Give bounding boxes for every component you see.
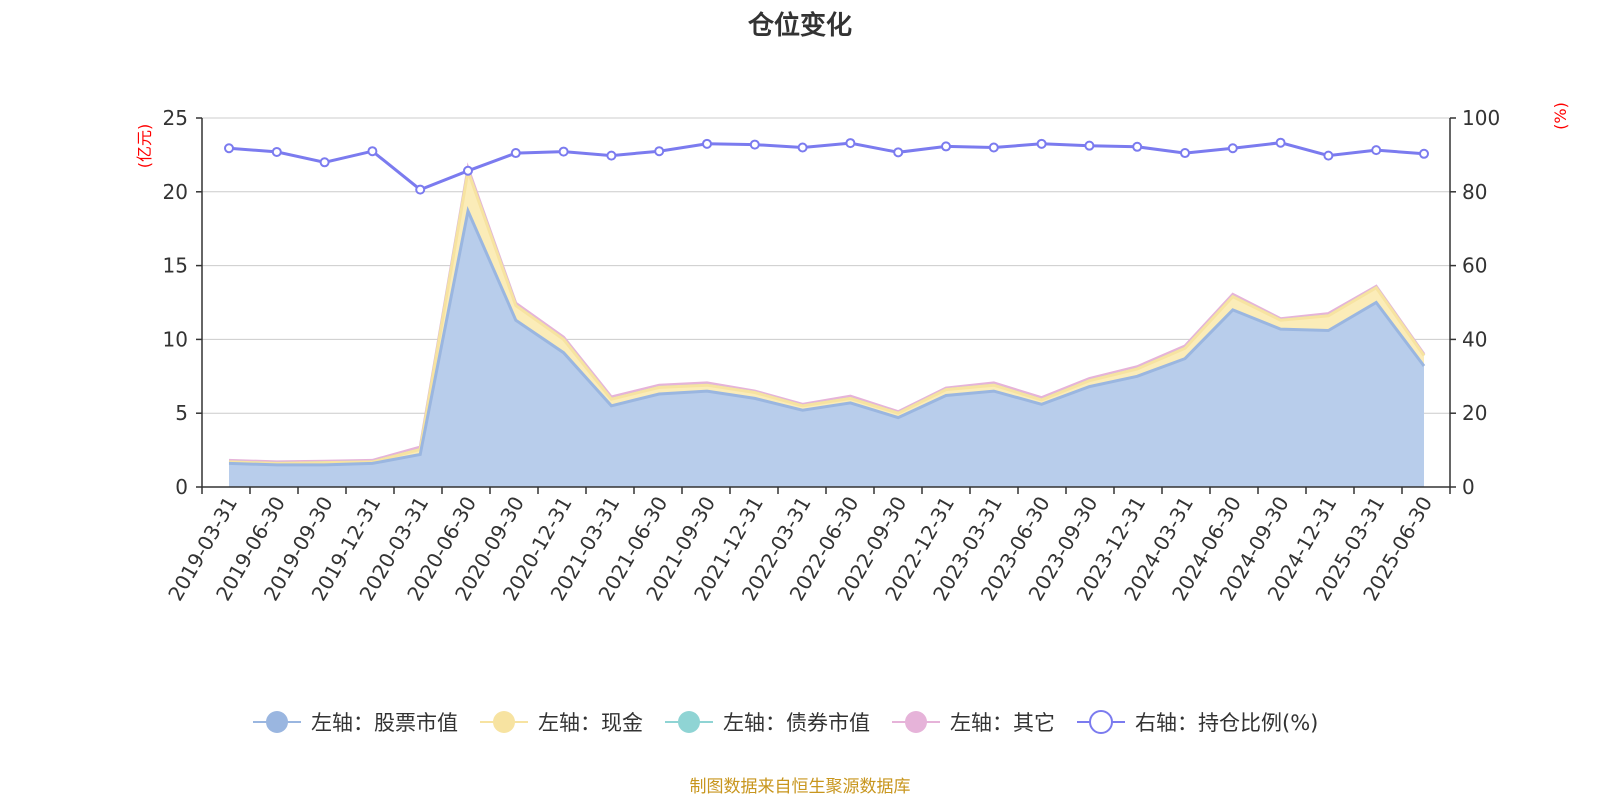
right-axis-unit: (%) (1551, 102, 1570, 130)
ratio-point-3 (367, 146, 378, 157)
ratio-point-7 (558, 146, 569, 157)
legend-label-1: 左轴：现金 (538, 711, 643, 735)
right-tick-label-2: 40 (1462, 327, 1487, 351)
legend-label-3: 左轴：其它 (950, 711, 1055, 735)
ratio-point-9 (654, 146, 665, 157)
legend-item-1: 左轴：现金 (480, 711, 643, 735)
source-note: 制图数据来自恒生聚源数据库 (690, 777, 911, 797)
legend-marker-0 (266, 711, 288, 733)
legend: 左轴：股票市值 左轴：现金 左轴：债券市值 左轴：其它 右轴：持仓比例(%) (253, 710, 1318, 735)
legend-item-3: 左轴：其它 (892, 711, 1055, 735)
legend-item-4: 右轴：持仓比例(%) (1077, 710, 1318, 735)
ratio-point-22 (1275, 137, 1286, 148)
ratio-point-10 (702, 138, 712, 149)
ratio-point-16 (988, 142, 999, 153)
chart-title: 仓位变化 (747, 10, 852, 41)
ratio-point-5 (463, 165, 473, 176)
ratio-point-14 (893, 147, 904, 158)
legend-item-0: 左轴：股票市值 (253, 711, 458, 735)
left-tick-label-3: 15 (163, 254, 188, 278)
ratio-point-18 (1084, 140, 1095, 151)
ratio-point-21 (1227, 143, 1238, 154)
right-tick-label-3: 60 (1462, 254, 1487, 278)
right-tick-label-1: 20 (1462, 401, 1487, 425)
ratio-point-2 (319, 157, 330, 168)
ratio-point-23 (1323, 150, 1334, 161)
ratio-line-series (224, 137, 1429, 195)
area-0 (229, 211, 1424, 487)
left-tick-label-1: 5 (175, 401, 188, 425)
legend-label-4: 右轴：持仓比例(%) (1135, 711, 1318, 735)
stacked-areas (228, 162, 1426, 487)
ratio-point-8 (606, 150, 617, 161)
right-tick-label-0: 0 (1462, 475, 1475, 499)
ratio-point-25 (1419, 148, 1429, 159)
ratio-line (228, 141, 1425, 192)
ratio-point-19 (1132, 141, 1143, 152)
ratio-point-24 (1371, 145, 1382, 156)
ratio-point-1 (271, 146, 282, 157)
ratio-point-11 (749, 139, 760, 150)
legend-label-2: 左轴：债券市值 (723, 711, 870, 735)
right-tick-label-5: 100 (1462, 106, 1500, 130)
ratio-point-0 (224, 143, 234, 154)
legend-marker-4 (1089, 710, 1113, 734)
left-tick-label-5: 25 (163, 106, 188, 130)
left-tick-label-4: 20 (163, 180, 188, 204)
legend-item-2: 左轴：债券市值 (665, 711, 870, 735)
legend-marker-1 (493, 711, 515, 733)
area-edge-1 (228, 165, 1426, 465)
ratio-point-12 (797, 142, 808, 153)
left-tick-label-0: 0 (175, 475, 188, 499)
ratio-point-17 (1036, 138, 1047, 149)
ratio-point-4 (415, 184, 426, 195)
right-tick-label-4: 80 (1462, 180, 1487, 204)
ratio-point-13 (845, 138, 856, 149)
left-axis-unit: (亿元) (135, 124, 154, 169)
legend-label-0: 左轴：股票市值 (311, 711, 458, 735)
left-tick-label-2: 10 (163, 327, 188, 351)
ratio-point-6 (510, 148, 521, 159)
legend-marker-2 (678, 711, 700, 733)
ratio-point-20 (1180, 148, 1190, 159)
legend-marker-3 (905, 711, 927, 733)
area-edge-0 (228, 206, 1426, 467)
ratio-point-15 (941, 141, 951, 152)
